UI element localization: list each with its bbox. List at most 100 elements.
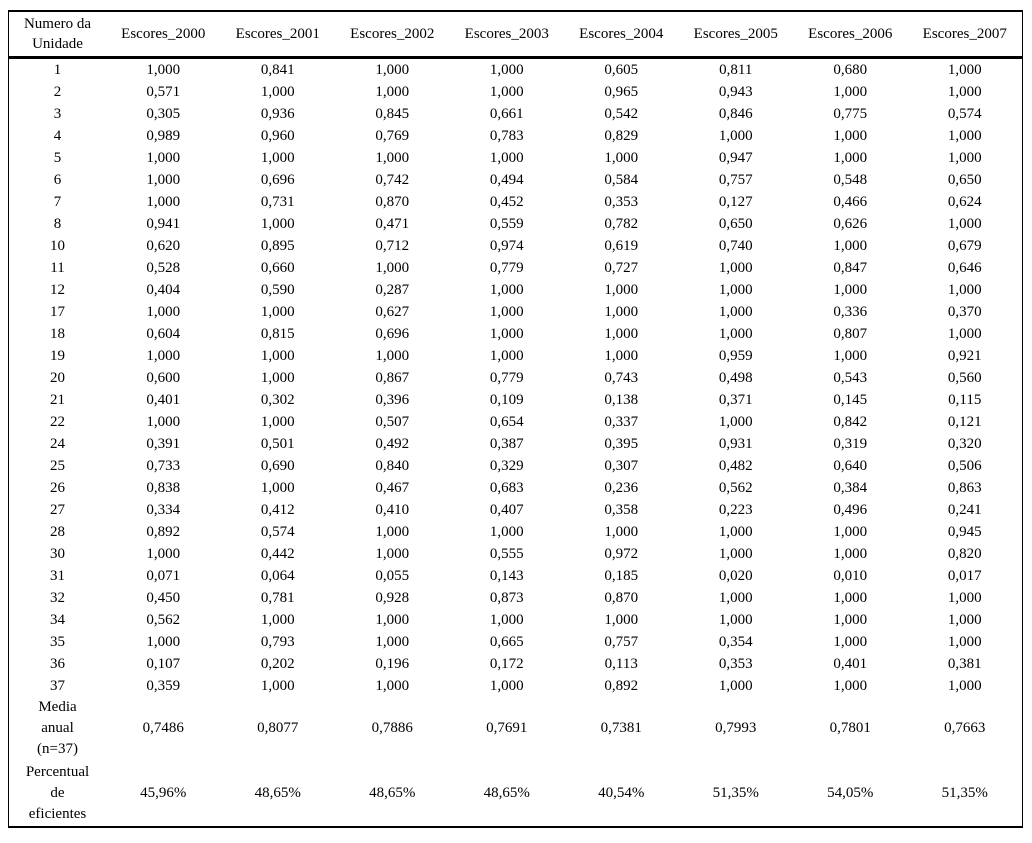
score-cell: 0,172 — [489, 656, 524, 672]
score-cell: 1,000 — [718, 524, 753, 540]
score-cell: 1,000 — [375, 546, 410, 562]
score-cell: 0,113 — [604, 656, 638, 672]
score-cell: 0,841 — [260, 62, 295, 78]
score-cell: 0,840 — [375, 458, 410, 474]
score-cell: 0,892 — [604, 678, 639, 694]
score-cell: 0,543 — [833, 370, 868, 386]
score-cell: 0,329 — [489, 458, 524, 474]
label-line: de — [50, 784, 65, 801]
summary-value: 51,35% — [941, 784, 988, 801]
score-cell: 0,811 — [719, 62, 753, 78]
table-row: 32 0,450 0,781 0,928 0,873 0,870 1,000 1,000 1,0… — [9, 587, 1022, 609]
score-cell: 0,783 — [489, 128, 524, 144]
unit-cell: 34 — [50, 612, 65, 628]
score-cell: 1,000 — [833, 282, 868, 298]
score-cell: 0,640 — [833, 458, 868, 474]
score-cell: 0,020 — [718, 568, 753, 584]
score-cell: 0,584 — [604, 172, 639, 188]
summary-row: Media anual (n=37) 0,7486 0,8077 0,7886 0,7691… — [9, 697, 1022, 760]
score-cell: 0,559 — [489, 216, 524, 232]
score-cell: 0,412 — [260, 502, 295, 518]
score-cell: 1,000 — [947, 128, 982, 144]
unit-column-header: Numero da Unidade — [9, 12, 106, 59]
score-cell: 0,302 — [260, 392, 295, 408]
score-column-header: Escores_2002 — [335, 12, 450, 59]
score-cell: 0,354 — [718, 634, 753, 650]
score-cell: 0,560 — [947, 370, 982, 386]
score-cell: 0,921 — [947, 348, 982, 364]
score-cell: 0,627 — [375, 304, 410, 320]
summary-value: 0,7886 — [371, 720, 413, 736]
score-cell: 0,471 — [375, 216, 410, 232]
score-cell: 1,000 — [718, 326, 753, 342]
unit-cell: 18 — [50, 326, 65, 342]
score-cell: 0,555 — [489, 546, 524, 562]
score-cell: 1,000 — [375, 348, 410, 364]
score-cell: 0,337 — [604, 414, 639, 430]
score-cell: 0,757 — [718, 172, 753, 188]
score-cell: 0,353 — [718, 656, 753, 672]
score-cell: 1,000 — [375, 524, 410, 540]
score-cell: 0,334 — [146, 502, 181, 518]
score-cell: 0,867 — [375, 370, 410, 386]
score-cell: 0,017 — [947, 568, 982, 584]
score-cell: 1,000 — [260, 480, 295, 496]
score-cell: 1,000 — [375, 634, 410, 650]
score-cell: 1,000 — [146, 304, 181, 320]
score-cell: 0,185 — [604, 568, 639, 584]
score-cell: 1,000 — [260, 348, 295, 364]
unit-cell: 28 — [50, 524, 65, 540]
score-cell: 1,000 — [604, 348, 639, 364]
score-cell: 1,000 — [718, 260, 753, 276]
score-cell: 0,782 — [604, 216, 639, 232]
score-column-header: Escores_2006 — [793, 12, 908, 59]
score-cell: 1,000 — [833, 84, 868, 100]
score-cell: 1,000 — [718, 678, 753, 694]
table-row: 18 0,604 0,815 0,696 1,000 1,000 1,000 0,807 1,0… — [9, 323, 1022, 345]
score-cell: 1,000 — [489, 326, 524, 342]
table-row: 31 0,071 0,064 0,055 0,143 0,185 0,020 0,010 0,0… — [9, 565, 1022, 587]
table-row: 11 0,528 0,660 1,000 0,779 0,727 1,000 0,847 0,6… — [9, 257, 1022, 279]
unit-cell: 8 — [53, 216, 62, 232]
score-cell: 0,384 — [833, 480, 868, 496]
score-column-header: Escores_2005 — [678, 12, 793, 59]
score-cell: 1,000 — [146, 634, 181, 650]
score-cell: 1,000 — [375, 150, 410, 166]
table-row: 17 1,000 1,000 0,627 1,000 1,000 1,000 0,336 0,3… — [9, 301, 1022, 323]
table-row: 28 0,892 0,574 1,000 1,000 1,000 1,000 1,000 0,9… — [9, 521, 1022, 543]
score-cell: 1,000 — [833, 524, 868, 540]
score-cell: 0,359 — [146, 678, 181, 694]
score-cell: 1,000 — [375, 84, 410, 100]
score-cell: 0,138 — [604, 392, 639, 408]
score-cell: 0,071 — [146, 568, 181, 584]
score-cell: 0,492 — [375, 436, 410, 452]
score-cell: 0,064 — [260, 568, 295, 584]
score-cell: 0,727 — [604, 260, 639, 276]
unit-cell: 5 — [53, 150, 62, 166]
score-cell: 0,842 — [833, 414, 868, 430]
score-cell: 0,696 — [260, 172, 295, 188]
score-cell: 0,605 — [604, 62, 639, 78]
table-row: 30 1,000 0,442 1,000 0,555 0,972 1,000 1,000 0,8… — [9, 543, 1022, 565]
unit-cell: 1 — [53, 62, 62, 78]
table-row: 37 0,359 1,000 1,000 1,000 0,892 1,000 1,000 1,0… — [9, 675, 1022, 697]
score-cell: 1,000 — [947, 84, 982, 100]
score-cell: 0,507 — [375, 414, 410, 430]
unit-cell: 36 — [50, 656, 65, 672]
scores-table-frame: Numero da Unidade Escores_2000 Escores_2001… — [8, 10, 1023, 828]
score-cell: 0,941 — [146, 216, 181, 232]
score-cell: 0,928 — [375, 590, 410, 606]
header-row: Numero da Unidade Escores_2000 Escores_2001… — [9, 12, 1022, 59]
table-row: 26 0,838 1,000 0,467 0,683 0,236 0,562 0,384 0,8… — [9, 477, 1022, 499]
score-cell: 1,000 — [718, 304, 753, 320]
score-cell: 0,407 — [489, 502, 524, 518]
score-cell: 1,000 — [146, 62, 181, 78]
score-cell: 1,000 — [833, 634, 868, 650]
score-cell: 0,972 — [604, 546, 639, 562]
score-cell: 0,287 — [375, 282, 410, 298]
score-cell: 0,109 — [489, 392, 524, 408]
score-cell: 1,000 — [947, 282, 982, 298]
score-cell: 1,000 — [718, 282, 753, 298]
summary-value: 48,65% — [254, 784, 301, 801]
score-cell: 1,000 — [833, 348, 868, 364]
